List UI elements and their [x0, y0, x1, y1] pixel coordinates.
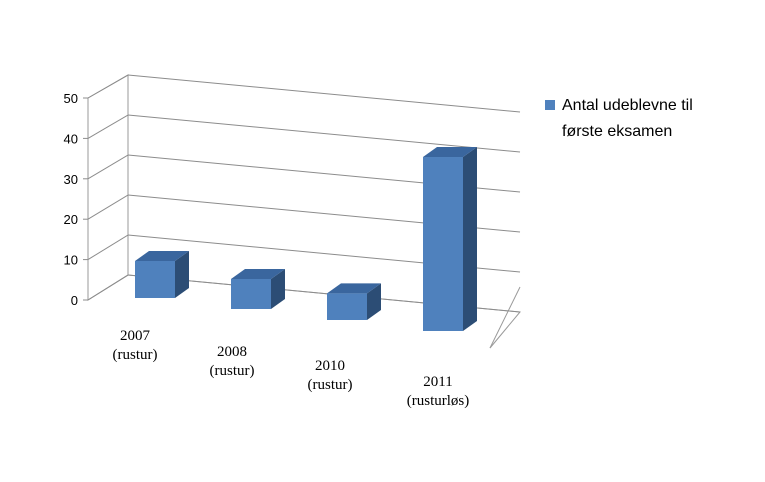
y-tick-label: 10: [64, 253, 78, 268]
side-gridline: [87, 74, 129, 99]
y-tick-label: 20: [64, 212, 78, 227]
side-gridline: [87, 274, 129, 301]
bar-side: [175, 251, 189, 298]
y-tick-label: 30: [64, 172, 78, 187]
x-axis-categories: 2007 (rustur) 2008 (rustur) 2010 (rustur) 2011…: [113, 328, 470, 409]
gridline: [127, 114, 521, 153]
bar-front: [135, 261, 175, 298]
side-gridline: [87, 154, 129, 180]
x-tick-label: 2011: [423, 374, 452, 390]
bar: [423, 147, 477, 331]
x-tick-label: 2008: [217, 344, 247, 360]
y-tick-label: 40: [64, 131, 78, 146]
gridline: [127, 74, 521, 113]
y-tick-label: 0: [71, 293, 78, 308]
legend-swatch: [545, 100, 555, 110]
side-wall: [87, 74, 129, 301]
legend-label-line-1: Antal udeblevne til: [562, 97, 693, 114]
bar-front: [327, 293, 367, 320]
gridlines: [87, 74, 521, 313]
bar-side: [367, 283, 381, 320]
bar-top: [423, 147, 477, 158]
bars: [135, 147, 477, 331]
bar: [231, 268, 285, 309]
bar: [327, 283, 381, 320]
bar: [135, 251, 189, 298]
x-tick-label: (rustur): [113, 347, 158, 363]
y-tick-label: 50: [64, 91, 78, 106]
bar-top: [135, 251, 189, 261]
bar-front: [231, 278, 271, 309]
x-tick-label: (rustur): [308, 377, 353, 393]
floor-right-edge: [489, 286, 521, 349]
x-tick-label: (rustur): [210, 363, 255, 379]
side-gridline: [87, 234, 129, 261]
side-gridline: [87, 114, 129, 139]
bar-front: [423, 157, 463, 331]
side-gridline: [87, 194, 129, 220]
bar-top: [231, 268, 285, 279]
y-axis-ticks: 0 10 20 30 40 50: [64, 91, 88, 308]
bar-side: [463, 147, 477, 331]
bar-top: [327, 283, 381, 294]
legend: Antal udeblevne til første eksamen: [545, 97, 693, 140]
bar-side: [271, 268, 285, 309]
x-tick-label: (rusturløs): [407, 393, 470, 409]
legend-label-line-2: første eksamen: [562, 123, 672, 140]
x-tick-label: 2010: [315, 358, 345, 374]
x-tick-label: 2007: [120, 328, 151, 344]
